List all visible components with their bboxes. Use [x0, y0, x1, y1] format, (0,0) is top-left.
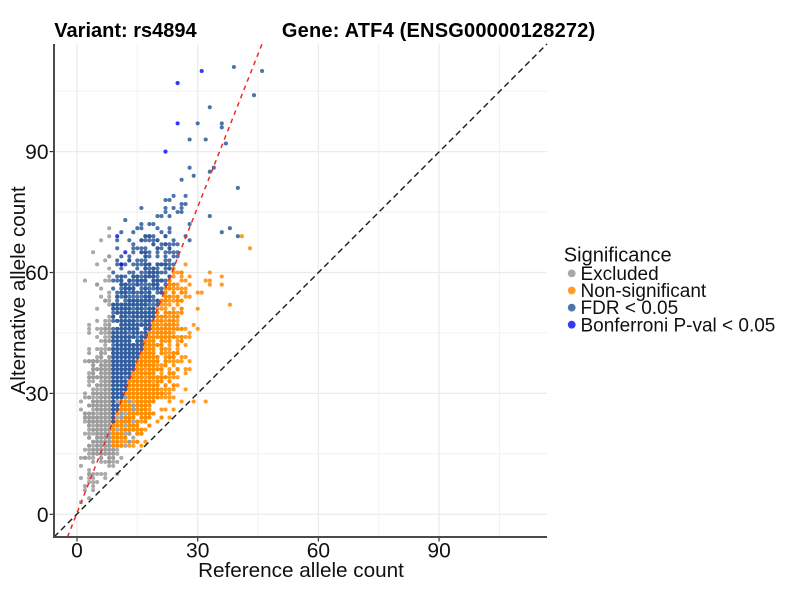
svg-text:Non-significant: Non-significant [581, 281, 707, 302]
svg-text:30: 30 [25, 383, 48, 406]
svg-text:0: 0 [71, 540, 83, 563]
svg-text:Gene: ATF4 (ENSG00000128272): Gene: ATF4 (ENSG00000128272) [282, 20, 596, 42]
svg-text:Significance: Significance [564, 244, 672, 266]
svg-text:0: 0 [37, 504, 49, 527]
svg-text:Variant: rs4894: Variant: rs4894 [54, 20, 197, 42]
svg-text:90: 90 [25, 141, 48, 164]
svg-text:Bonferroni P-val < 0.05: Bonferroni P-val < 0.05 [581, 315, 776, 336]
svg-text:Reference allele count: Reference allele count [198, 559, 404, 582]
svg-text:90: 90 [427, 540, 450, 563]
svg-text:30: 30 [186, 540, 209, 563]
svg-text:FDR < 0.05: FDR < 0.05 [581, 298, 679, 319]
svg-text:Alternative allele count: Alternative allele count [7, 186, 30, 394]
svg-text:Excluded: Excluded [581, 264, 659, 285]
svg-text:60: 60 [307, 540, 330, 563]
svg-text:60: 60 [25, 262, 48, 285]
